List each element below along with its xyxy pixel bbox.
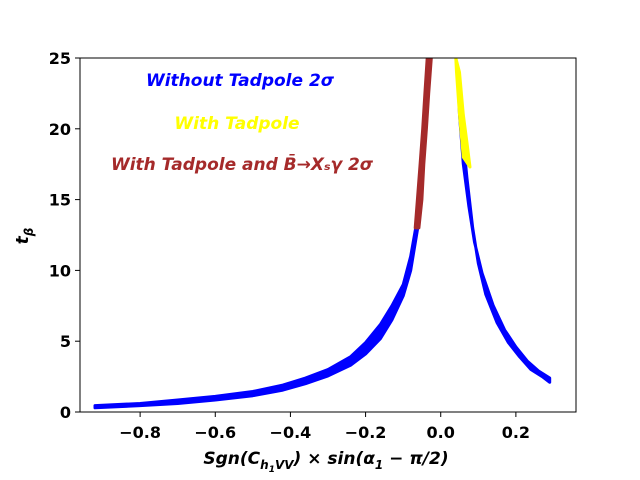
x-tick-label: −0.6 [194, 423, 236, 442]
series-1-band-0 [454, 58, 472, 169]
plot-frame [79, 57, 577, 413]
data-layer [93, 58, 552, 410]
x-tick-label: −0.8 [119, 423, 161, 442]
legend-with-tadpole-bsg: With Tadpole and B̄→Xₛγ 2σ [111, 153, 374, 175]
y-tick-label: 15 [49, 191, 71, 210]
y-axis: 0 5 10 15 20 25 [49, 49, 80, 422]
x-tick-label: 0.0 [427, 423, 455, 442]
legend-with-tadpole: With Tadpole [174, 114, 299, 134]
x-tick-label: −0.4 [270, 423, 312, 442]
y-tick-label: 25 [49, 49, 71, 68]
series-0-band-1 [456, 70, 552, 384]
legend-without-tadpole: Without Tadpole 2σ [146, 71, 335, 91]
series-1 [454, 58, 472, 169]
y-tick-label: 10 [49, 261, 71, 280]
series-2-band-0 [413, 58, 433, 230]
y-tick-label: 20 [49, 120, 71, 139]
y-tick-label: 5 [60, 332, 71, 351]
y-tick-label: 0 [60, 403, 71, 422]
x-tick-label: −0.2 [345, 423, 387, 442]
legend: Without Tadpole 2σ With Tadpole With Tad… [111, 71, 374, 175]
x-axis: −0.8 −0.6 −0.4 −0.2 0.0 0.2 [119, 412, 530, 442]
x-tick-label: 0.2 [502, 423, 530, 442]
series-2 [413, 58, 433, 230]
